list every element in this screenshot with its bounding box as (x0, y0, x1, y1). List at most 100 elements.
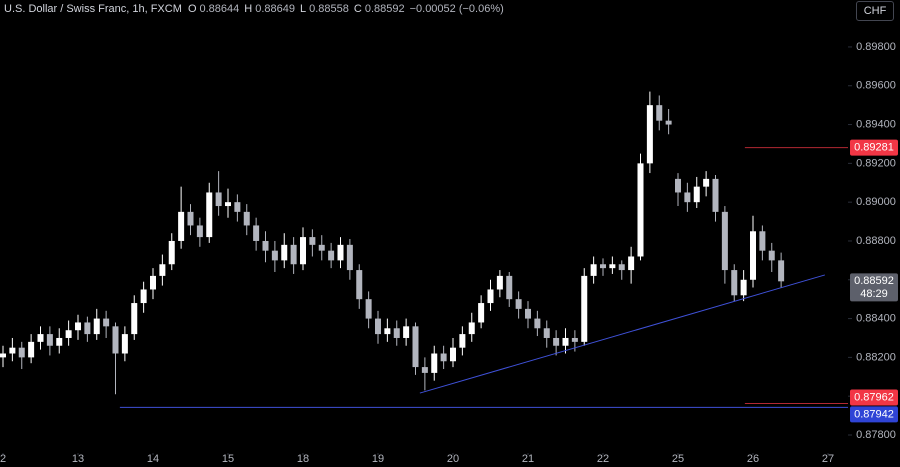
candle-body (525, 308, 531, 319)
candle-body (37, 334, 44, 342)
ohlc-label: L (299, 3, 307, 15)
legend: U.S. Dollar / Swiss Franc, 1h, FXCM O 0.8… (4, 3, 509, 15)
candle-body (665, 120, 672, 125)
x-tick-label: 14 (147, 453, 159, 465)
candle-body (159, 264, 166, 276)
candle-body (618, 264, 625, 271)
candle-body (693, 186, 700, 203)
candle-body (506, 275, 513, 300)
candle-body (84, 322, 91, 335)
candle-body (553, 337, 560, 346)
candle-body (150, 275, 156, 290)
y-tick-label: 0.87800 (856, 429, 896, 441)
candle-body (646, 105, 653, 164)
candle-body (440, 353, 447, 362)
candle-body (178, 211, 185, 241)
candle-body (56, 337, 63, 346)
x-tick-label: 20 (447, 453, 459, 465)
price-tag: 0.89281 (850, 139, 898, 156)
candle-body (496, 275, 503, 290)
candle-body (365, 299, 372, 319)
candle-body (656, 105, 663, 121)
ohlc-value: 0.88649 (255, 3, 295, 15)
candle-body (543, 328, 550, 338)
candle-body (309, 237, 316, 245)
candle-body (421, 367, 428, 373)
candle-body (196, 225, 203, 238)
price-tag: 0.87942 (850, 406, 898, 423)
x-tick-label: 26 (747, 453, 759, 465)
price-tag-box (850, 273, 898, 302)
price-tag-label: 0.88592 (854, 275, 894, 287)
y-tick-label: 0.88400 (856, 312, 896, 324)
price-tag-box (850, 389, 898, 406)
candle-body (721, 211, 728, 271)
candle-body (112, 326, 119, 354)
candle-body (234, 202, 241, 212)
candle-body (534, 318, 541, 329)
candle-body (637, 163, 644, 257)
candle-body (187, 211, 194, 226)
ohlc-value: 0.88558 (309, 3, 349, 15)
candle-body (18, 347, 25, 358)
y-tick-label: 0.89400 (856, 118, 896, 130)
price-tag-countdown: 48:29 (860, 288, 888, 300)
candle-body (384, 328, 391, 335)
y-tick-label: 0.88200 (856, 351, 896, 363)
candle-body (300, 237, 306, 265)
ohlc-value: 0.88644 (199, 3, 240, 15)
candle-body (243, 211, 250, 226)
x-tick-label: 25 (672, 453, 684, 465)
candle-body (65, 330, 72, 338)
x-tick-label: 21 (522, 453, 534, 465)
y-tick-label: 0.89000 (856, 196, 896, 208)
candle-body (403, 326, 410, 338)
candle-body (600, 264, 606, 269)
candle-body (75, 322, 81, 331)
candle-body (768, 250, 775, 261)
candle-body (103, 318, 110, 327)
candle-body (131, 303, 138, 335)
candle-body (731, 270, 738, 296)
candle-body (581, 275, 588, 342)
candle-body (431, 353, 438, 373)
y-tick-label: 0.89800 (856, 41, 896, 53)
ohlc-label: O (187, 3, 197, 15)
x-tick-label: 18 (297, 453, 309, 465)
ohlc-value: 0.88592 (364, 3, 405, 15)
x-tick-label: 15 (222, 453, 234, 465)
candle-body (609, 264, 616, 269)
y-tick-label: 0.89200 (856, 157, 896, 169)
candle-body (375, 318, 381, 335)
candle-body (281, 244, 288, 261)
price-tag: 0.87962 (850, 389, 898, 406)
candle-body (93, 318, 100, 335)
candle-body (206, 192, 213, 238)
candle-body (487, 289, 494, 304)
currency-button[interactable]: CHF (856, 1, 894, 21)
candle-body (28, 341, 35, 358)
candle-body (628, 256, 635, 271)
x-tick-label: 27 (822, 453, 834, 465)
candle-body (346, 244, 353, 271)
x-tick-label: 19 (372, 453, 384, 465)
candle-body (356, 270, 363, 300)
candle-body (571, 337, 578, 342)
candle-body (740, 279, 747, 296)
drawn-line (419, 274, 826, 394)
candle-body (459, 334, 466, 348)
ohlc-label: H (244, 3, 253, 15)
candle-body (712, 178, 719, 212)
price-tag-label: 0.89281 (854, 142, 894, 154)
x-tick-label: 22 (597, 453, 609, 465)
candle-body (778, 260, 785, 282)
candle-body (703, 178, 710, 187)
y-tick-label: 0.89600 (856, 80, 896, 92)
candle-body (412, 326, 419, 368)
candle-body (225, 202, 231, 207)
change: −0.00052 (−0.06%) (409, 3, 504, 15)
candle-body (468, 322, 475, 335)
